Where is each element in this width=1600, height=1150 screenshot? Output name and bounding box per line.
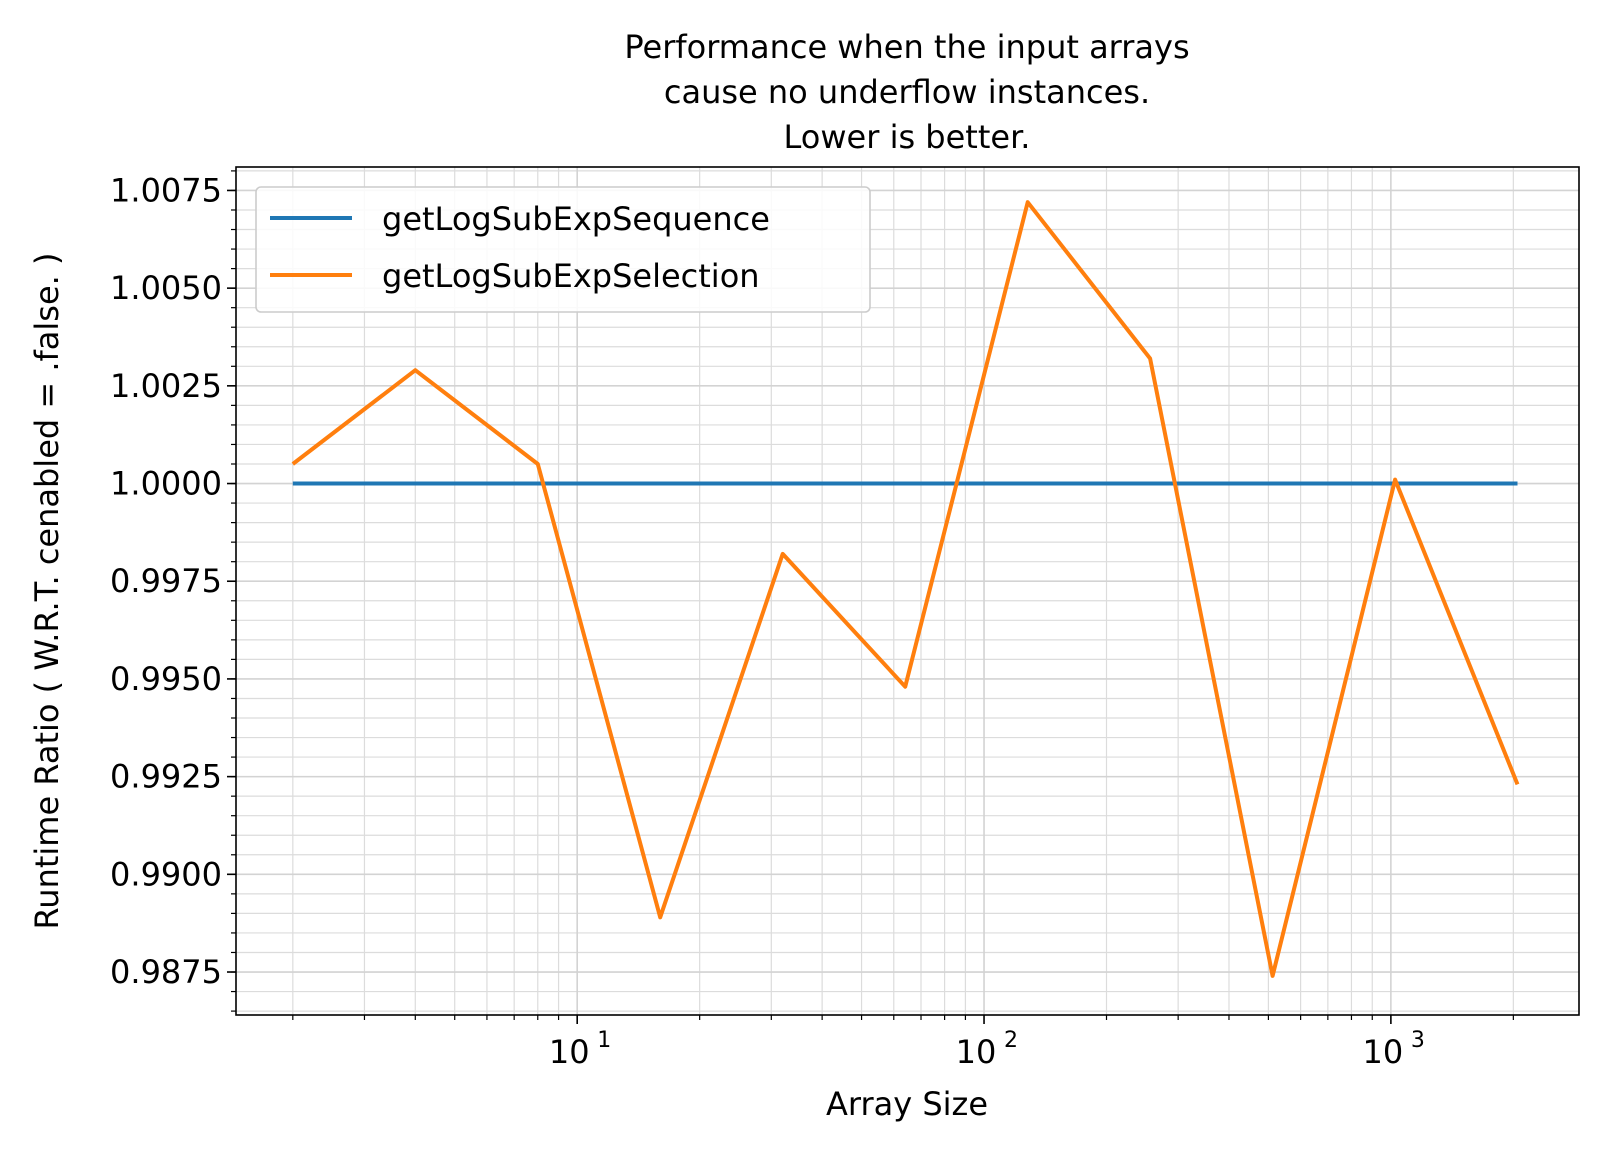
y-tick-label: 1.0025 bbox=[110, 367, 222, 405]
series-line-getlogsubexpselection bbox=[291, 200, 1520, 978]
y-tick-label: 0.9900 bbox=[110, 855, 222, 893]
x-tick-exponent: 1 bbox=[597, 1028, 611, 1053]
y-tick-label: 0.9975 bbox=[110, 562, 222, 600]
plot-area-frame bbox=[235, 166, 1580, 1016]
y-tick-label: 1.0075 bbox=[110, 171, 222, 209]
legend: getLogSubExpSequence getLogSubExpSelecti… bbox=[255, 186, 871, 313]
legend-frame bbox=[255, 186, 871, 313]
y-tick-label: 1.0000 bbox=[110, 465, 222, 503]
x-tick-exponent: 2 bbox=[1004, 1028, 1018, 1053]
x-tick-label: 10 bbox=[549, 1033, 590, 1071]
y-tick-label: 0.9950 bbox=[110, 660, 222, 698]
chart-title: Performance when the input arrays cause … bbox=[624, 28, 1189, 156]
y-tick-label: 1.0050 bbox=[110, 269, 222, 307]
legend-label-getlogsubexpselection: getLogSubExpSelection bbox=[382, 257, 760, 295]
x-tick-label: 10 bbox=[1363, 1033, 1404, 1071]
chart-title-line-2: cause no underflow instances. bbox=[664, 73, 1150, 111]
chart-title-line-3: Lower is better. bbox=[784, 118, 1031, 156]
y-tick-label: 0.9875 bbox=[110, 953, 222, 991]
x-tick-exponent: 3 bbox=[1411, 1028, 1425, 1053]
x-tick-label: 10 bbox=[956, 1033, 997, 1071]
series-lines bbox=[291, 200, 1520, 978]
x-axis-label: Array Size bbox=[826, 1085, 988, 1123]
y-axis-label: Runtime Ratio ( W.R.T. cenabled = .false… bbox=[28, 253, 66, 930]
chart-title-line-1: Performance when the input arrays bbox=[624, 28, 1189, 66]
y-tick-label: 0.9925 bbox=[110, 758, 222, 796]
x-axis: 10 1 10 2 10 3 bbox=[292, 1015, 1514, 1071]
legend-label-getlogsubexpsequence: getLogSubExpSequence bbox=[382, 200, 770, 238]
y-axis: 0.9875 0.9900 0.9925 0.9950 0.9975 1.0000 1.00… bbox=[110, 170, 236, 1012]
